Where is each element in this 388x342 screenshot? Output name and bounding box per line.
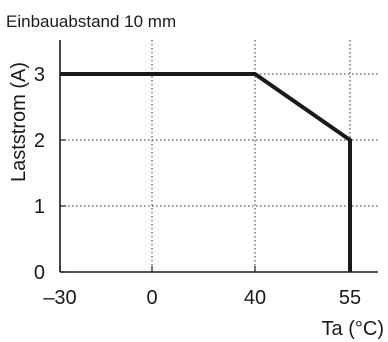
series-line-0 <box>60 72 352 272</box>
x-tick-label-1: 0 <box>146 287 157 309</box>
chart-title: Einbauabstand 10 mm <box>6 12 176 31</box>
x-tick-label-3: 55 <box>339 287 361 309</box>
x-axis-label: Ta (°C) <box>322 318 384 340</box>
y-axis-label: Laststrom (A) <box>8 62 30 182</box>
tick-labels: –30 0 40 55 0 1 2 3 <box>34 64 361 309</box>
y-tick-label-1: 1 <box>34 196 45 218</box>
y-tick-label-0: 0 <box>34 262 45 284</box>
x-tick-label-0: –30 <box>43 287 76 309</box>
y-tick-label-2: 2 <box>34 130 45 152</box>
series <box>60 72 352 272</box>
x-tick-label-2: 40 <box>244 287 266 309</box>
y-tick-label-3: 3 <box>34 64 45 86</box>
